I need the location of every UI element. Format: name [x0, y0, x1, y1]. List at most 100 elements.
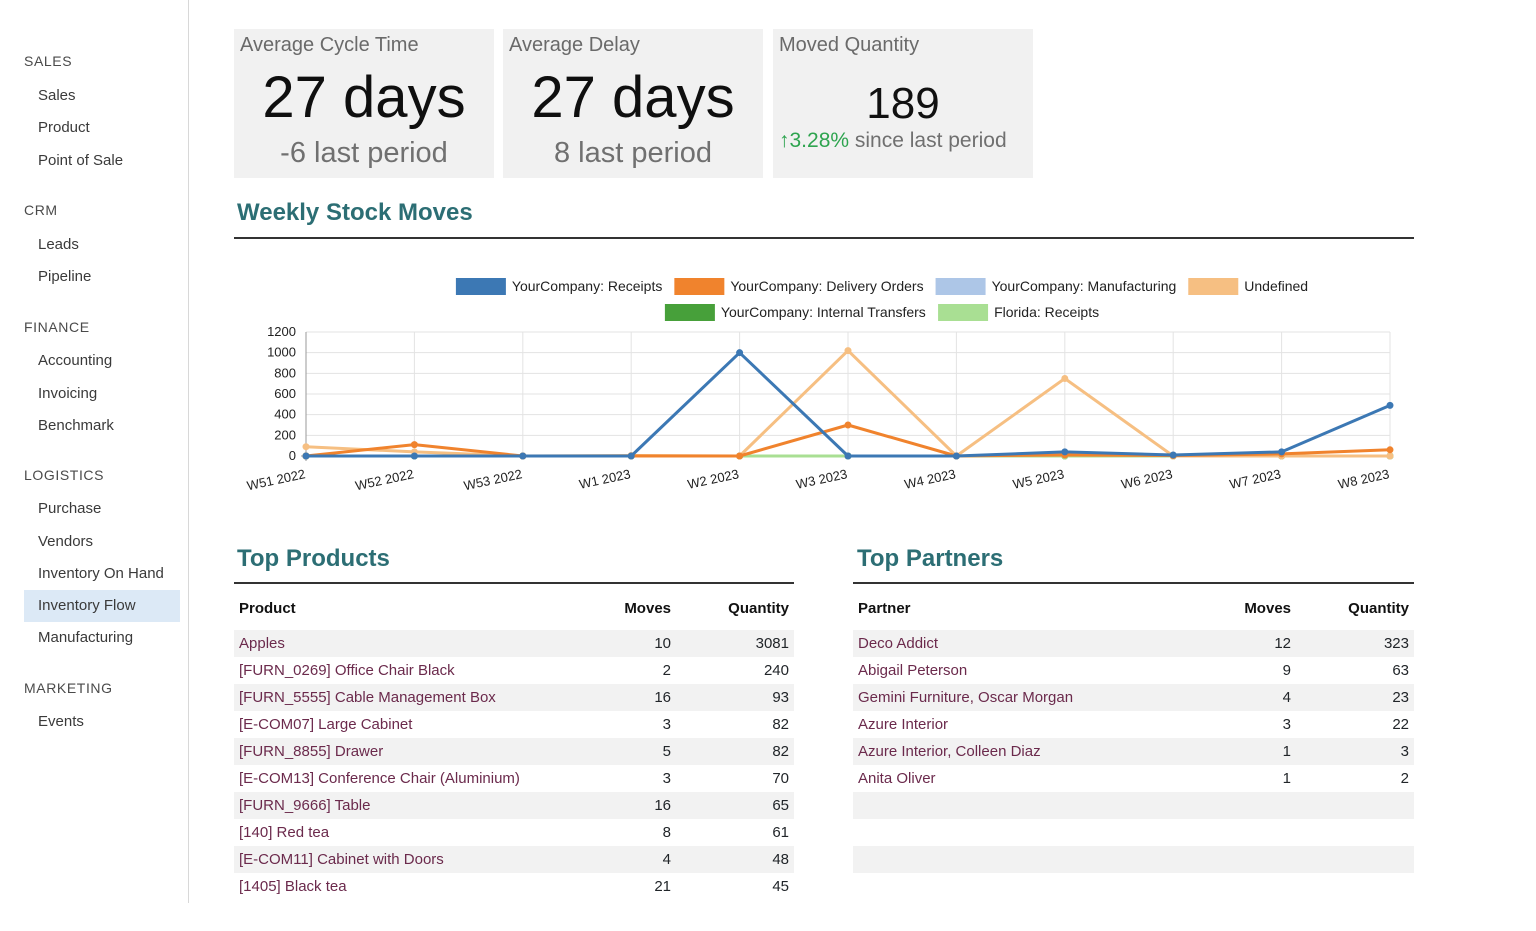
data-point[interactable] — [1169, 451, 1177, 459]
table-row[interactable]: Deco Addict 12 323 — [853, 630, 1414, 657]
legend-label[interactable]: Florida: Receipts — [994, 304, 1099, 320]
data-point[interactable] — [302, 443, 310, 451]
legend-label[interactable]: YourCompany: Manufacturing — [992, 278, 1177, 294]
cell-name[interactable]: Apples — [234, 630, 546, 657]
kpi-label: Moved Quantity — [779, 34, 920, 56]
table-row[interactable]: Azure Interior, Colleen Diaz 1 3 — [853, 738, 1414, 765]
table-row[interactable]: Anita Oliver 1 2 — [853, 765, 1414, 792]
data-point[interactable] — [1386, 446, 1394, 454]
kpi-average-cycle-time[interactable]: Average Cycle Time 27 days -6 last perio… — [234, 29, 494, 178]
cell-name[interactable]: Abigail Peterson — [858, 662, 968, 679]
sidebar-item-product[interactable]: Product — [38, 119, 90, 136]
legend-swatch[interactable] — [674, 278, 725, 295]
cell-name — [853, 819, 1166, 846]
table-row[interactable]: [E-COM13] Conference Chair (Aluminium) 3 7… — [234, 765, 794, 792]
column-header-partner[interactable]: Partner — [858, 599, 911, 617]
cell-name[interactable]: [FURN_9666] Table — [234, 792, 546, 819]
data-point[interactable] — [736, 452, 744, 460]
cell-name[interactable]: [E-COM11] Cabinet with Doors — [234, 846, 546, 873]
sidebar-item-pipeline[interactable]: Pipeline — [38, 268, 92, 285]
cell-name[interactable]: [FURN_5555] Cable Management Box — [234, 684, 546, 711]
data-point[interactable] — [736, 349, 744, 357]
data-point[interactable] — [627, 452, 635, 460]
data-point[interactable] — [844, 452, 852, 460]
weekly-stock-moves-title: Weekly Stock Moves — [237, 199, 473, 226]
table-row[interactable]: [1405] Black tea 21 45 — [234, 873, 794, 900]
table-row[interactable]: Gemini Furniture, Oscar Morgan 4 23 — [853, 684, 1414, 711]
x-tick-label: W7 2023 — [1228, 466, 1282, 491]
sidebar-item-events[interactable]: Events — [38, 713, 84, 730]
sidebar-item-inventory-on-hand[interactable]: Inventory On Hand — [38, 565, 164, 582]
cell-name[interactable]: Azure Interior, Colleen Diaz — [853, 738, 1166, 765]
sidebar-section-sales: SALES — [24, 53, 73, 69]
column-header-moves[interactable]: Moves — [1244, 599, 1291, 617]
column-header-quantity[interactable]: Quantity — [728, 599, 789, 617]
sidebar-item-vendors[interactable]: Vendors — [38, 533, 94, 550]
data-point[interactable] — [519, 452, 527, 460]
data-point[interactable] — [1278, 448, 1286, 456]
data-point[interactable] — [844, 347, 852, 355]
sidebar-item-inventory-flow[interactable]: Inventory Flow — [24, 590, 180, 622]
top-products-title: Top Products — [237, 545, 390, 572]
cell-name[interactable]: [1405] Black tea — [239, 878, 347, 895]
sidebar-item-accounting[interactable]: Accounting — [38, 352, 113, 369]
legend-swatch[interactable] — [935, 278, 986, 295]
sidebar-item-invoicing[interactable]: Invoicing — [38, 385, 98, 402]
cell-name[interactable]: [140] Red tea — [239, 824, 330, 841]
cell-name[interactable]: Deco Addict — [853, 630, 1166, 657]
legend-label[interactable]: YourCompany: Receipts — [512, 278, 662, 294]
cell-quantity: 63 — [1392, 662, 1409, 679]
table-row[interactable]: [FURN_5555] Cable Management Box 16 93 — [234, 684, 794, 711]
cell-name[interactable]: [FURN_0269] Office Chair Black — [239, 662, 455, 679]
y-tick-label: 1200 — [267, 324, 296, 339]
sidebar-item-benchmark[interactable]: Benchmark — [38, 417, 114, 434]
cell-quantity: 45 — [772, 878, 789, 895]
cell-name[interactable]: Anita Oliver — [858, 770, 936, 787]
table-row[interactable]: [FURN_9666] Table 16 65 — [234, 792, 794, 819]
divider — [234, 237, 1414, 239]
cell-moves: 3 — [662, 770, 671, 787]
kpi-moved-quantity[interactable]: Moved Quantity 189 ↑3.28% since last per… — [773, 29, 1033, 178]
sidebar-item-leads[interactable]: Leads — [38, 236, 79, 253]
data-point[interactable] — [302, 452, 310, 460]
cell-name[interactable]: Gemini Furniture, Oscar Morgan — [853, 684, 1166, 711]
table-row[interactable]: Abigail Peterson 9 63 — [853, 657, 1414, 684]
weekly-stock-moves-chart[interactable]: YourCompany: Receipts YourCompany: Delive… — [234, 262, 1414, 502]
table-row[interactable]: Azure Interior 3 22 — [853, 711, 1414, 738]
data-point[interactable] — [1386, 452, 1394, 460]
data-point[interactable] — [410, 441, 418, 449]
data-point[interactable] — [1061, 448, 1069, 456]
legend-label[interactable]: Undefined — [1244, 278, 1308, 294]
table-row[interactable]: [FURN_8855] Drawer 5 82 — [234, 738, 794, 765]
data-point[interactable] — [1061, 375, 1069, 382]
cell-name[interactable]: [E-COM13] Conference Chair (Aluminium) — [239, 770, 520, 787]
kpi-value: 27 days — [262, 65, 466, 130]
cell-quantity: 240 — [763, 662, 789, 679]
legend-swatch[interactable] — [664, 304, 715, 321]
sidebar-item-sales[interactable]: Sales — [38, 87, 76, 104]
table-row[interactable]: [140] Red tea 8 61 — [234, 819, 794, 846]
data-point[interactable] — [1386, 401, 1394, 409]
data-point[interactable] — [952, 452, 960, 460]
table-row[interactable]: [E-COM11] Cabinet with Doors 4 48 — [234, 846, 794, 873]
legend-swatch[interactable] — [455, 278, 506, 295]
legend-swatch[interactable] — [1188, 278, 1239, 295]
legend-swatch[interactable] — [938, 304, 989, 321]
sidebar-item-point-of-sale[interactable]: Point of Sale — [38, 152, 124, 169]
kpi-average-delay[interactable]: Average Delay 27 days 8 last period — [503, 29, 763, 178]
table-row[interactable]: [E-COM07] Large Cabinet 3 82 — [234, 711, 794, 738]
legend-label[interactable]: YourCompany: Internal Transfers — [721, 304, 926, 320]
column-header-product[interactable]: Product — [239, 599, 296, 617]
cell-name[interactable]: [E-COM07] Large Cabinet — [239, 716, 413, 733]
legend-label[interactable]: YourCompany: Delivery Orders — [730, 278, 923, 294]
data-point[interactable] — [410, 452, 418, 460]
table-row[interactable]: [FURN_0269] Office Chair Black 2 240 — [234, 657, 794, 684]
column-header-moves[interactable]: Moves — [624, 599, 671, 617]
cell-name[interactable]: [FURN_8855] Drawer — [234, 738, 546, 765]
cell-name[interactable]: Azure Interior — [858, 716, 949, 733]
table-row[interactable]: Apples 10 3081 — [234, 630, 794, 657]
data-point[interactable] — [844, 421, 852, 429]
sidebar-item-purchase[interactable]: Purchase — [38, 500, 102, 517]
column-header-quantity[interactable]: Quantity — [1348, 599, 1409, 617]
sidebar-item-manufacturing[interactable]: Manufacturing — [38, 629, 134, 646]
